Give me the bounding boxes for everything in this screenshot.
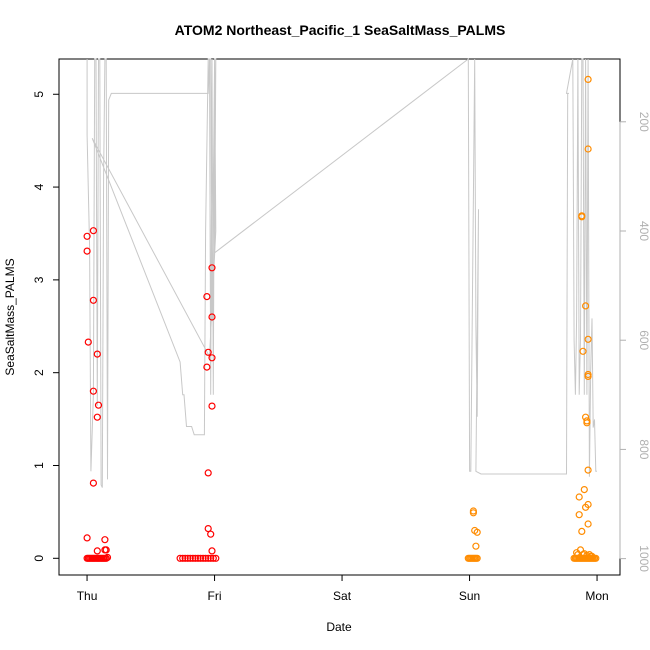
data-point — [584, 520, 592, 528]
data-point — [89, 387, 98, 395]
y-tick-label: 3 — [32, 276, 46, 283]
data-point — [93, 547, 101, 555]
data-point — [579, 347, 587, 355]
data-point — [184, 554, 192, 562]
y2-tick-label: 400 — [637, 221, 650, 241]
data-point — [208, 402, 216, 410]
data-point — [575, 493, 583, 501]
chart-title: ATOM2 Northeast_Pacific_1 SeaSaltMass_PA… — [175, 22, 506, 38]
data-point — [208, 354, 216, 362]
y-tick-label: 0 — [32, 555, 46, 562]
altitude-line — [86, 57, 597, 488]
x-tick-label: Sun — [459, 589, 480, 603]
y-tick-label: 1 — [32, 462, 46, 469]
x-tick-label: Fri — [208, 589, 222, 603]
data-point — [578, 527, 586, 536]
data-point — [102, 554, 110, 562]
data-point — [208, 264, 216, 272]
data-point — [102, 546, 110, 554]
x-tick-label: Thu — [77, 589, 98, 603]
data-point — [202, 554, 210, 562]
data-point — [581, 302, 590, 310]
data-point — [469, 509, 477, 517]
data-point — [186, 554, 194, 562]
data-point — [583, 419, 591, 427]
data-point — [83, 247, 91, 255]
data-point — [93, 350, 101, 358]
data-point — [204, 554, 212, 562]
y-tick-label: 4 — [32, 183, 46, 190]
data-point — [103, 553, 112, 562]
data-point — [473, 554, 481, 562]
data-point — [179, 554, 187, 562]
data-point — [89, 227, 98, 235]
data-point — [581, 503, 590, 511]
data-point — [584, 335, 592, 343]
data-point — [83, 232, 91, 240]
data-point — [592, 554, 600, 562]
plot-box — [58, 58, 621, 576]
data-point — [203, 363, 211, 371]
data-point — [93, 413, 101, 421]
data-point — [584, 372, 592, 380]
data-point — [584, 75, 592, 84]
x-tick-label: Mon — [585, 589, 608, 603]
y2-tick-label: 600 — [637, 330, 650, 350]
data-point — [472, 542, 480, 550]
points-layer — [83, 75, 600, 562]
y2-tick-label: 800 — [637, 439, 650, 459]
data-point — [189, 554, 197, 562]
data-point — [204, 469, 212, 477]
data-point — [196, 554, 205, 562]
x-axis: Thu Fri Sat Sun Mon — [77, 574, 609, 603]
data-point — [191, 554, 199, 562]
data-point — [207, 530, 215, 538]
y2-axis: 200 400 600 800 1000 — [619, 112, 650, 572]
data-point — [101, 536, 109, 544]
data-point — [578, 213, 586, 221]
data-point — [194, 554, 202, 562]
y2-tick-label: 200 — [637, 112, 650, 132]
data-point — [212, 554, 220, 562]
data-point — [209, 554, 217, 562]
y-axis-label: SeaSaltMass_PALMS — [3, 258, 17, 375]
y-tick-label: 5 — [32, 91, 46, 98]
data-point — [89, 296, 98, 304]
data-point — [199, 554, 207, 562]
data-point — [203, 293, 211, 301]
data-point — [473, 528, 481, 536]
data-point — [208, 313, 216, 321]
altitude-line-layer — [86, 57, 597, 488]
y-tick-label: 2 — [32, 369, 46, 376]
data-point — [204, 348, 212, 356]
data-point — [575, 511, 583, 519]
data-point — [207, 554, 215, 562]
data-point — [84, 338, 92, 346]
data-point — [584, 466, 592, 474]
x-axis-label: Date — [326, 620, 352, 634]
data-point — [83, 534, 91, 542]
data-point — [89, 479, 98, 487]
data-point — [204, 524, 212, 533]
y-axis: 0 1 2 3 4 5 — [32, 91, 60, 562]
data-point — [181, 554, 189, 562]
data-point — [208, 547, 216, 555]
data-point — [580, 486, 588, 494]
x-tick-label: Sat — [333, 589, 352, 603]
data-point — [94, 401, 103, 409]
data-point — [176, 554, 184, 562]
y2-tick-label: 1000 — [637, 545, 650, 572]
data-point — [584, 145, 592, 153]
